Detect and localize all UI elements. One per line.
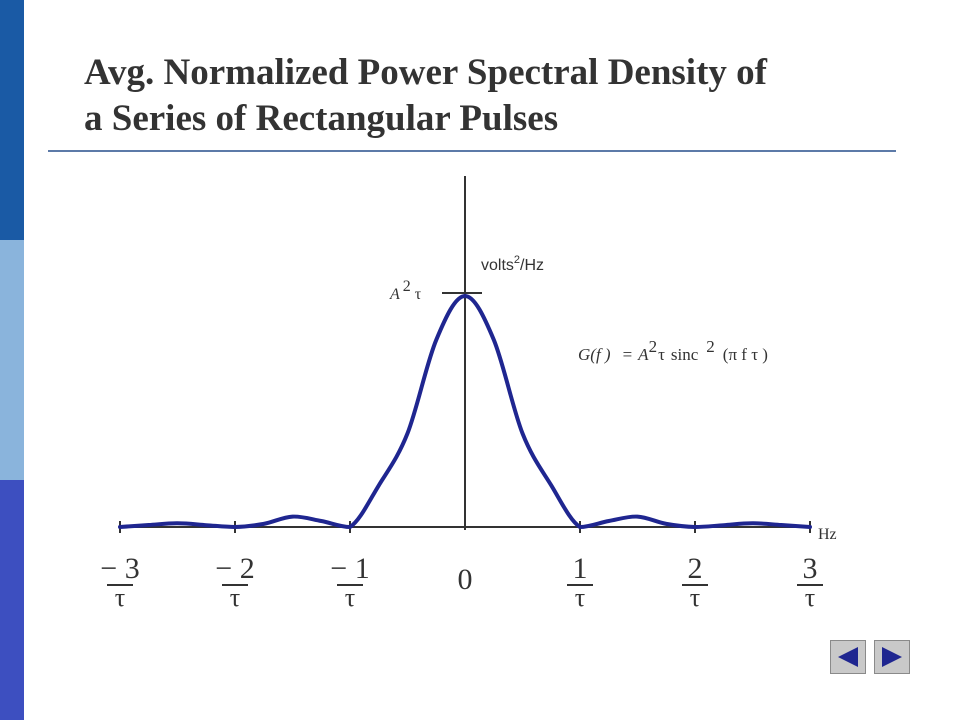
previous-slide-button[interactable] (830, 640, 866, 674)
right-triangle-icon (882, 647, 902, 667)
x-unit-label: Hz (818, 526, 837, 543)
x-tick-denominator: τ (805, 583, 815, 612)
title-divider (48, 150, 896, 152)
sidebar-block-bottom (0, 480, 24, 720)
left-triangle-icon (838, 647, 858, 667)
x-tick-label-zero: 0 (458, 563, 473, 596)
slide-title-line-1: Avg. Normalized Power Spectral Density o… (84, 52, 767, 93)
x-tick-numerator: − 1 (330, 552, 369, 585)
slide-title-line-2: a Series of Rectangular Pulses (84, 98, 559, 139)
sidebar-stripe (0, 0, 24, 720)
sidebar-block-middle (0, 240, 24, 480)
x-tick-numerator: 1 (573, 552, 588, 585)
next-slide-button[interactable] (874, 640, 910, 674)
y-unit-label: volts2/Hz (481, 254, 544, 274)
x-tick-denominator: τ (115, 583, 125, 612)
psd-formula: G(f ) = A2τ sinc 2 (π f τ ) (578, 337, 768, 364)
sidebar-block-top (0, 0, 24, 240)
x-tick-numerator: − 2 (215, 552, 254, 585)
x-tick-numerator: 2 (688, 552, 703, 585)
x-tick-numerator: − 3 (100, 552, 139, 585)
slide-title: Avg. Normalized Power Spectral Density o… (84, 50, 924, 142)
x-tick-denominator: τ (230, 583, 240, 612)
x-tick-denominator: τ (690, 583, 700, 612)
x-tick-numerator: 3 (803, 552, 818, 585)
psd-curve (118, 294, 812, 529)
x-tick-denominator: τ (345, 583, 355, 612)
x-tick-denominator: τ (575, 583, 585, 612)
